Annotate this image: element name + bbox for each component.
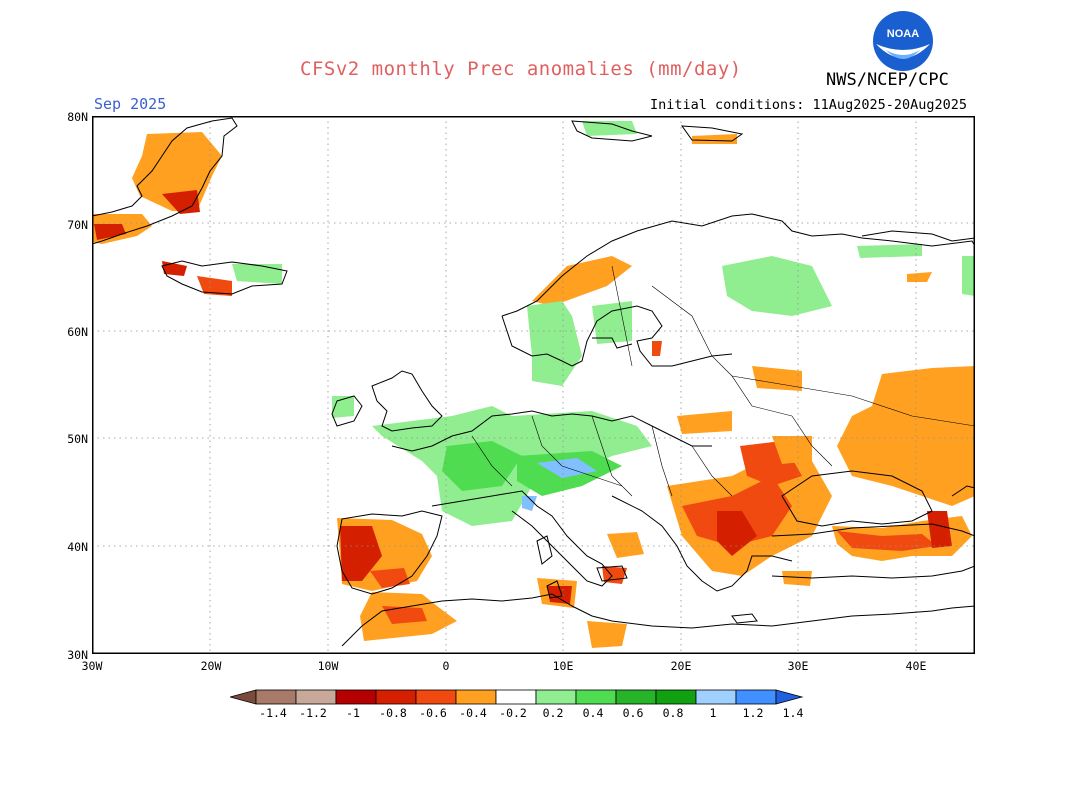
colorbar-swatch	[375, 689, 417, 705]
colorbar-label: 0.2	[542, 706, 564, 720]
colorbar-label: -0.6	[419, 706, 447, 720]
lat-label-80n: 80N	[67, 110, 88, 124]
lon-label-10e: 10E	[552, 659, 574, 673]
colorbar-swatch	[335, 689, 377, 705]
colorbar-swatch	[415, 689, 457, 705]
colorbar-label: 1	[709, 706, 717, 720]
colorbar-right-arrow	[775, 689, 804, 705]
colorbar-swatch	[295, 689, 337, 705]
colorbar	[230, 689, 804, 705]
colorbar-label: -1.2	[299, 706, 327, 720]
lon-label-30w: 30W	[81, 659, 103, 673]
grid-lines	[92, 116, 975, 654]
colorbar-swatch	[535, 689, 577, 705]
colorbar-swatch	[255, 689, 297, 705]
colorbar-label: 0.4	[582, 706, 604, 720]
colorbar-label: -1	[346, 706, 360, 720]
colorbar-label: 1.2	[742, 706, 764, 720]
lon-label-20w: 20W	[200, 659, 222, 673]
colorbar-label: -1.4	[259, 706, 287, 720]
map-title: CFSv2 monthly Prec anomalies (mm/day)	[300, 58, 742, 80]
lon-label-40e: 40E	[905, 659, 927, 673]
lon-label-30e: 30E	[787, 659, 809, 673]
country-borders	[471, 265, 975, 497]
wet-anomaly-regions	[232, 121, 975, 526]
colorbar-swatch	[655, 689, 697, 705]
lat-label-60n: 60N	[67, 325, 88, 339]
colorbar-swatch	[495, 689, 537, 705]
initial-conditions-label: Initial conditions: 11Aug2025-20Aug2025	[650, 97, 967, 113]
lon-label-10w: 10W	[317, 659, 339, 673]
noaa-logo-text: NOAA	[887, 28, 919, 40]
colorbar-swatch	[695, 689, 737, 705]
colorbar-label: -0.2	[499, 706, 527, 720]
lat-label-40n: 40N	[67, 540, 88, 554]
map-frame	[92, 116, 975, 654]
agency-label: NWS/NCEP/CPC	[826, 70, 949, 90]
lon-label-0: 0	[442, 659, 450, 673]
colorbar-swatch	[455, 689, 497, 705]
colorbar-label: 0.8	[662, 706, 684, 720]
colorbar-label: 0.6	[622, 706, 644, 720]
precip-anomaly-map	[92, 116, 975, 654]
colorbar-label: -0.4	[459, 706, 487, 720]
colorbar-left-arrow	[230, 689, 257, 705]
lat-label-50n: 50N	[67, 432, 88, 446]
valid-month-label: Sep 2025	[94, 95, 167, 113]
noaa-logo-icon: NOAA	[873, 11, 933, 71]
lat-label-70n: 70N	[67, 218, 88, 232]
colorbar-swatch	[575, 689, 617, 705]
lon-label-20e: 20E	[670, 659, 692, 673]
lat-label-30n: 30N	[67, 648, 88, 662]
colorbar-label: 1.4	[782, 706, 804, 720]
colorbar-label: -0.8	[379, 706, 407, 720]
coastlines	[92, 117, 975, 647]
colorbar-swatch	[615, 689, 657, 705]
colorbar-swatch	[735, 689, 777, 705]
